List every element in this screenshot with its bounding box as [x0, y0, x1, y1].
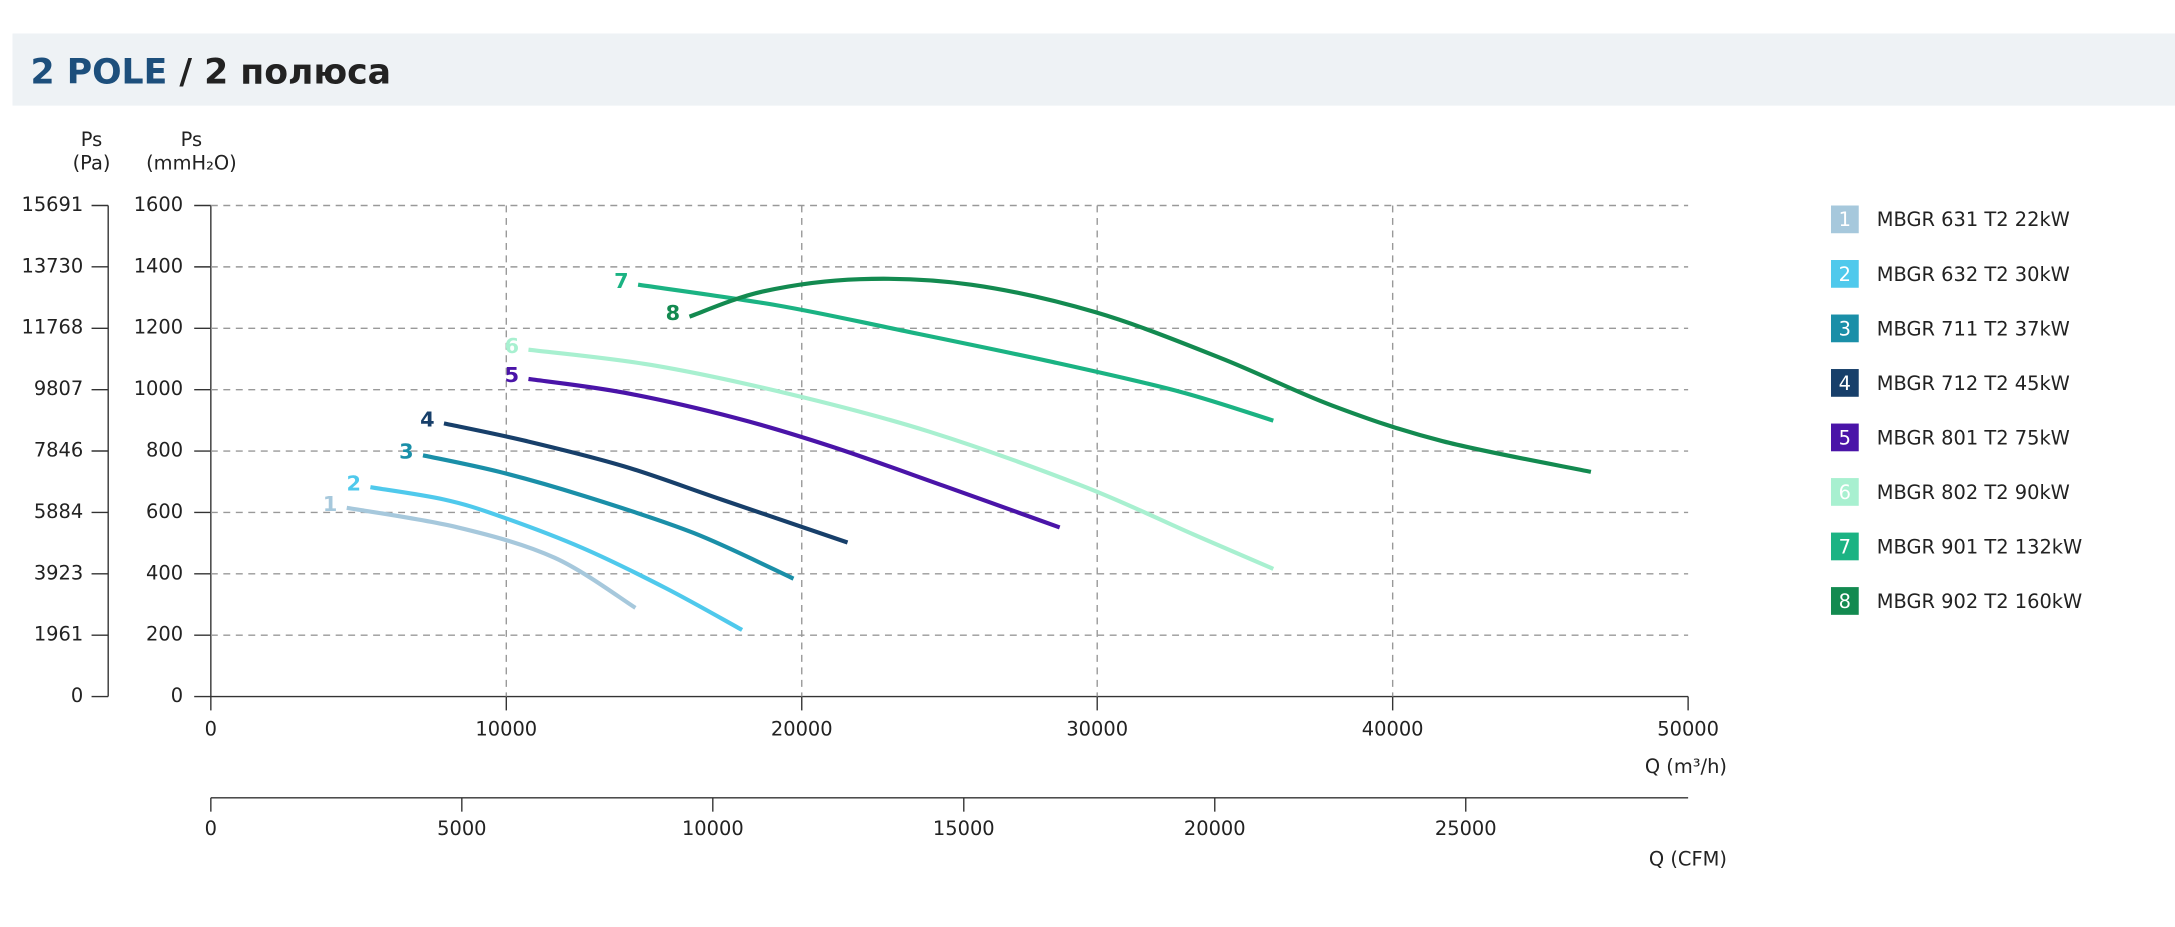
header-band	[12, 33, 2175, 106]
fan-curve	[528, 347, 1275, 571]
legend-swatch	[1830, 314, 1859, 343]
legend-number: 5	[1839, 426, 1851, 449]
x-tick-label: 10000	[475, 717, 537, 740]
fan-curve	[528, 376, 1061, 530]
y2-tick-label: 5884	[34, 500, 83, 523]
curve-label: 5	[505, 363, 519, 387]
x-tick-label: 30000	[1066, 717, 1128, 740]
curve-label: 7	[614, 269, 628, 293]
fan-curve	[637, 282, 1274, 423]
y-tick-label: 1200	[134, 316, 183, 339]
legend-entry: MBGR 632 T2 30kW	[1877, 263, 2070, 286]
x-label: Q (m³/h)	[1645, 755, 1727, 778]
x-tick-label: 20000	[771, 717, 833, 740]
legend-entry: MBGR 712 T2 45kW	[1877, 372, 2070, 395]
legend-swatch	[1830, 369, 1859, 397]
x2-tick-label: 20000	[1184, 817, 1246, 840]
x-tick-label: 0	[205, 717, 217, 740]
curve-label: 4	[420, 408, 434, 432]
legend-number: 8	[1839, 590, 1851, 613]
legend-number: 4	[1839, 372, 1851, 395]
y2-tick-label: 7846	[34, 439, 83, 462]
fan-curve	[688, 276, 1592, 474]
fan-curve	[346, 505, 637, 610]
x2-label: Q (CFM)	[1649, 848, 1727, 871]
fan-curve	[422, 453, 795, 581]
legend-entry: MBGR 631 T2 22kW	[1877, 208, 2070, 231]
y-label: (mmH₂O)	[146, 151, 237, 174]
legend-entry: MBGR 801 T2 75kW	[1877, 426, 2070, 449]
x2-tick-label: 25000	[1435, 817, 1497, 840]
x2-tick-label: 15000	[933, 817, 995, 840]
y2-tick-label: 15691	[21, 193, 83, 216]
legend-number: 1	[1839, 208, 1851, 231]
y-tick-label: 1000	[134, 377, 183, 400]
fan-curve	[370, 485, 744, 632]
legend-number: 2	[1839, 263, 1851, 286]
x-tick-label: 50000	[1657, 717, 1719, 740]
legend-swatch	[1830, 260, 1859, 288]
y2-label: Ps	[81, 128, 102, 151]
x2-tick-label: 10000	[682, 817, 744, 840]
y-tick-label: 400	[146, 561, 183, 584]
y-label: Ps	[181, 128, 202, 151]
title-ru: / 2 полюса	[179, 53, 391, 93]
y-tick-label: 1400	[134, 254, 183, 277]
legend-entry: MBGR 901 T2 132kW	[1877, 535, 2082, 558]
x-tick-label: 40000	[1362, 717, 1424, 740]
y-tick-label: 600	[146, 500, 183, 523]
legend-number: 6	[1839, 481, 1851, 504]
y-tick-label: 0	[171, 684, 183, 707]
x2-tick-label: 0	[205, 817, 217, 840]
y2-tick-label: 9807	[34, 377, 83, 400]
curve-label: 6	[505, 334, 519, 358]
y-tick-label: 800	[146, 439, 183, 462]
y-tick-label: 1600	[134, 193, 183, 216]
chart-title: 2 POLE / 2 полюса	[31, 53, 392, 93]
title-en: 2 POLE	[31, 53, 168, 93]
curve-label: 8	[666, 301, 680, 325]
legend-entry: MBGR 902 T2 160kW	[1877, 590, 2082, 613]
legend-swatch	[1830, 423, 1859, 452]
legend-number: 7	[1839, 535, 1851, 558]
legend-entry: MBGR 802 T2 90kW	[1877, 481, 2070, 504]
y2-tick-label: 0	[71, 684, 83, 707]
fan-curve	[443, 421, 849, 545]
legend-swatch	[1830, 205, 1859, 234]
y2-label: (Pa)	[73, 151, 111, 174]
legend-entry: MBGR 711 T2 37kW	[1877, 317, 2070, 340]
x2-tick-label: 5000	[437, 817, 486, 840]
curve-label: 3	[399, 440, 413, 464]
curve-label: 2	[347, 471, 361, 495]
curve-label: 1	[323, 492, 337, 516]
legend-number: 3	[1839, 317, 1851, 340]
y2-tick-label: 13730	[21, 254, 83, 277]
y-tick-label: 200	[146, 623, 183, 646]
legend-swatch	[1830, 532, 1859, 561]
y2-tick-label: 3923	[34, 561, 83, 584]
legend-swatch	[1830, 478, 1859, 506]
y2-tick-label: 1961	[34, 623, 83, 646]
legend-swatch	[1830, 587, 1859, 615]
y2-tick-label: 11768	[21, 316, 83, 339]
